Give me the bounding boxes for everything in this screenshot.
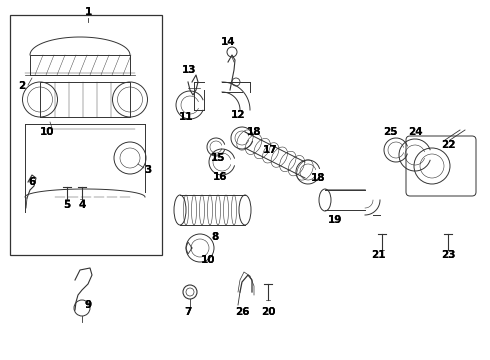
Text: 18: 18: [247, 127, 261, 137]
Text: 25: 25: [383, 127, 397, 137]
Text: 15: 15: [211, 153, 225, 163]
Text: 26: 26: [235, 307, 249, 317]
Text: 14: 14: [220, 37, 235, 47]
Text: 24: 24: [408, 127, 422, 137]
Text: 10: 10: [201, 255, 215, 265]
Text: 8: 8: [211, 232, 219, 242]
Text: 10: 10: [201, 255, 215, 265]
Text: 3: 3: [145, 165, 151, 175]
Text: 18: 18: [247, 127, 261, 137]
Text: 19: 19: [328, 215, 342, 225]
Text: 20: 20: [261, 307, 275, 317]
Text: 14: 14: [220, 37, 235, 47]
Text: 16: 16: [213, 172, 227, 182]
Text: 23: 23: [441, 250, 455, 260]
Text: 18: 18: [311, 173, 325, 183]
Text: 9: 9: [84, 300, 92, 310]
Text: 5: 5: [63, 200, 71, 210]
Text: 17: 17: [263, 145, 277, 155]
Text: 17: 17: [263, 145, 277, 155]
Text: 4: 4: [78, 200, 86, 210]
Text: 13: 13: [182, 65, 196, 75]
Text: 24: 24: [408, 127, 422, 137]
Text: 9: 9: [84, 300, 92, 310]
Text: 25: 25: [383, 127, 397, 137]
Text: 23: 23: [441, 250, 455, 260]
Text: 10: 10: [40, 127, 54, 137]
Text: 22: 22: [441, 140, 455, 150]
Text: 11: 11: [179, 112, 193, 122]
Text: 20: 20: [261, 307, 275, 317]
Text: 12: 12: [231, 110, 245, 120]
Text: 6: 6: [28, 177, 36, 187]
Text: 3: 3: [145, 165, 151, 175]
Text: 11: 11: [179, 112, 193, 122]
Text: 1: 1: [84, 7, 92, 17]
Text: 2: 2: [19, 81, 25, 91]
Text: 2: 2: [19, 81, 25, 91]
Text: 22: 22: [441, 140, 455, 150]
Text: 6: 6: [28, 177, 36, 187]
Text: 4: 4: [78, 200, 86, 210]
Text: 15: 15: [211, 153, 225, 163]
Text: 1: 1: [84, 7, 92, 17]
Text: 18: 18: [311, 173, 325, 183]
Text: 5: 5: [63, 200, 71, 210]
Text: 19: 19: [328, 215, 342, 225]
Text: 21: 21: [371, 250, 385, 260]
Text: 7: 7: [184, 307, 192, 317]
Text: 13: 13: [182, 65, 196, 75]
Bar: [10, 15, 162, 255]
Text: 16: 16: [213, 172, 227, 182]
Text: 7: 7: [184, 307, 192, 317]
Text: 26: 26: [235, 307, 249, 317]
Text: 8: 8: [211, 232, 219, 242]
Text: 12: 12: [231, 110, 245, 120]
Text: 10: 10: [40, 127, 54, 137]
Text: 21: 21: [371, 250, 385, 260]
